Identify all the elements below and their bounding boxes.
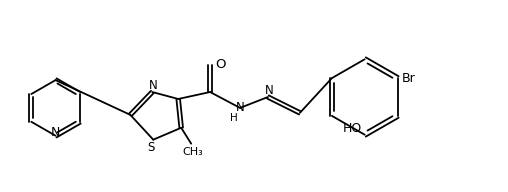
Text: HO: HO xyxy=(342,122,362,135)
Text: N: N xyxy=(149,79,157,92)
Text: H: H xyxy=(230,113,238,123)
Text: CH₃: CH₃ xyxy=(183,147,204,157)
Text: N: N xyxy=(236,101,244,114)
Text: O: O xyxy=(215,58,226,71)
Text: N: N xyxy=(51,126,60,139)
Text: Br: Br xyxy=(401,72,415,85)
Text: S: S xyxy=(148,141,155,154)
Text: N: N xyxy=(265,84,273,97)
